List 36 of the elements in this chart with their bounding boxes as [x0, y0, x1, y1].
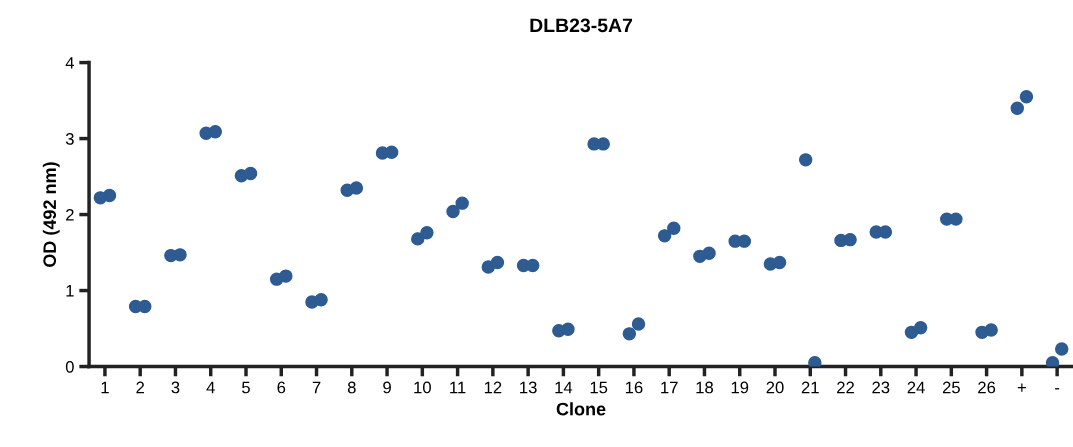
x-tick-label: 12	[484, 381, 502, 394]
x-tick-label: 24	[907, 381, 925, 394]
x-tick-label: 16	[625, 381, 643, 394]
x-tick-label: 7	[312, 381, 321, 394]
x-tick-label: 17	[661, 381, 678, 394]
y-tick-label: 0	[65, 360, 74, 373]
x-tick-label: 14	[555, 381, 573, 394]
x-tick-label: 11	[450, 381, 466, 394]
x-tick-label: +	[1017, 383, 1026, 392]
x-tick-label: 5	[242, 381, 250, 394]
x-tick-label: 20	[766, 381, 784, 394]
x-tick-label: 6	[277, 381, 286, 394]
x-tick-label: 2	[136, 381, 144, 394]
x-tick-label: 22	[837, 381, 854, 394]
x-tick-label: 15	[590, 381, 608, 394]
x-tick-label: 3	[171, 381, 180, 394]
x-tick-label: 19	[731, 381, 749, 394]
y-tick-label: 4	[65, 57, 74, 69]
x-tick-label: 26	[978, 381, 996, 394]
x-tick-label: 21	[801, 381, 819, 394]
x-tick-label: 13	[520, 381, 537, 394]
y-axis-title: OD (492 nm)	[42, 162, 60, 267]
x-tick-label: 4	[206, 381, 215, 394]
y-tick-label: 3	[65, 132, 74, 145]
y-tick-label: 1	[66, 285, 74, 297]
x-tick-label: 9	[383, 381, 391, 394]
x-tick-label: 18	[696, 381, 714, 394]
x-axis-title: Clone	[556, 402, 606, 416]
x-tick-label: -	[1055, 388, 1060, 390]
x-tick-label: 1	[101, 381, 109, 394]
x-tick-label: 8	[347, 381, 356, 394]
x-tick-label: 25	[942, 381, 960, 394]
y-tick-label: 2	[66, 208, 74, 221]
chart-title: DLB23-5A7	[530, 18, 633, 33]
x-tick-label: 23	[872, 381, 890, 394]
x-tick-label: 10	[414, 381, 431, 394]
